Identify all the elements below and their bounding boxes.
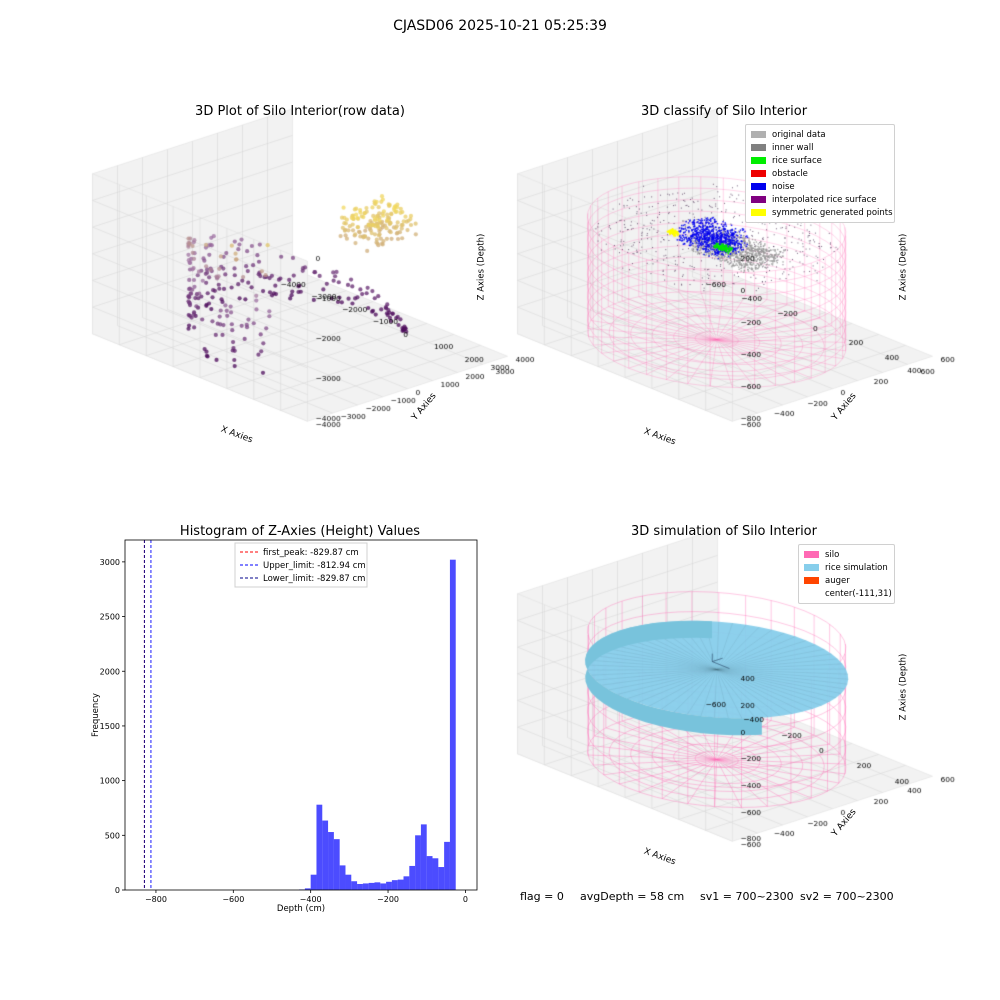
histogram-bar [415,835,421,890]
legend-item-obstacle: obstacle [751,167,889,180]
legend-label: first_peak: -829.87 cm [263,548,359,558]
histogram-bar [339,865,346,890]
legend-swatch [751,209,766,216]
histogram-bar [386,881,392,890]
legend-swatch [804,564,819,571]
legend-item-inner-wall: inner wall [751,141,889,154]
histogram-bar [357,883,363,890]
histogram-bar [333,839,340,890]
histogram-bar [374,882,381,890]
legend-item-center: center(-111,31) [804,587,892,600]
histogram-bar [397,879,404,890]
sv1-range: sv1 = 700~2300 [700,890,794,903]
histogram-bar [328,832,334,890]
histogram-bar [368,882,375,890]
y-tick-label: 1000 [100,777,120,786]
x-tick-label: −400 [300,895,322,904]
legend-label: rice surface [772,155,822,166]
legend-item-auger: auger [804,574,889,587]
legend-label: noise [772,181,795,192]
histogram-bar [345,874,352,890]
histogram-bar [362,883,369,890]
histogram-frame [124,539,478,891]
histogram-bar [444,841,450,890]
average-depth: avgDepth = 58 cm [580,890,685,903]
classify-legend: original data inner wall rice surface ob… [745,124,895,223]
legend-swatch [751,157,766,164]
y-tick-label: 2000 [100,667,120,676]
legend-swatch [751,183,766,190]
x-tick-label: −800 [145,895,167,904]
legend-item-rice-surface: rice surface [751,154,889,167]
histogram-bar [322,820,329,890]
histogram-bar [391,880,398,890]
classify-plot-title: 3D classify of Silo Interior [640,104,808,119]
legend-item-symmetric-generated-points: symmetric generated points [751,206,893,219]
legend-item-original-data: original data [751,128,889,141]
y-tick-label: 500 [105,831,120,840]
histogram-bar [403,876,410,890]
legend-label: Lower_limit: -829.87 cm [263,574,365,584]
simulation-legend: silo rice simulation auger center(-111,3… [798,544,895,604]
x-tick-label: −200 [377,895,399,904]
x-tick-label: −600 [222,895,244,904]
figure-title: CJASD06 2025-10-21 05:25:39 [393,18,607,34]
legend-label: original data [772,129,826,140]
histogram-bar [426,856,433,890]
legend-label: silo [825,549,840,560]
histogram-bar [316,804,323,890]
legend-swatch [751,144,766,151]
legend-label: rice simulation [825,562,888,573]
legend-label: center(-111,31) [825,588,892,599]
histogram-bar [310,874,317,890]
legend-label: inner wall [772,142,814,153]
histogram-bar [351,881,358,890]
legend-swatch [804,577,819,584]
x-tick-label: 0 [463,895,468,904]
legend-item-interpolated-rice-surface: interpolated rice surface [751,193,889,206]
histogram-title: Histogram of Z-Axies (Height) Values [179,524,421,539]
legend-swatch [804,551,819,558]
legend-swatch [751,196,766,203]
legend-label: symmetric generated points [772,207,893,218]
flag-status: flag = 0 [520,890,564,903]
y-tick-label: 0 [115,886,120,895]
y-tick-label: 2500 [100,613,120,622]
legend-item-noise: noise [751,180,889,193]
y-tick-label: 1500 [100,722,120,731]
histogram-bar [449,559,456,890]
histogram-bar [380,883,387,890]
histogram-legend: first_peak: -829.87 cm Upper_limit: -812.… [234,542,368,588]
histogram-bar [438,867,445,890]
y-tick-label: 3000 [100,558,120,567]
legend-label: obstacle [772,168,808,179]
raw-plot-title: 3D Plot of Silo Interior(row data) [195,104,405,119]
legend-label: Upper_limit: -812.94 cm [263,561,366,571]
histogram-y-axis-label: Frequency [91,693,101,737]
histogram-bar [304,888,311,890]
simulation-plot-title: 3D simulation of Silo Interior [631,524,817,539]
legend-item-rice-simulation: rice simulation [804,561,889,574]
histogram-bar [432,858,439,890]
legend-swatch [751,170,766,177]
legend-label: interpolated rice surface [772,194,877,205]
histogram-bar [420,824,427,890]
sv2-range: sv2 = 700~2300 [800,890,894,903]
legend-swatch [751,131,766,138]
legend-item-silo: silo [804,548,889,561]
histogram-x-axis-label: Depth (cm) [277,904,325,914]
legend-label: auger [825,575,850,586]
histogram-bar [409,865,416,890]
